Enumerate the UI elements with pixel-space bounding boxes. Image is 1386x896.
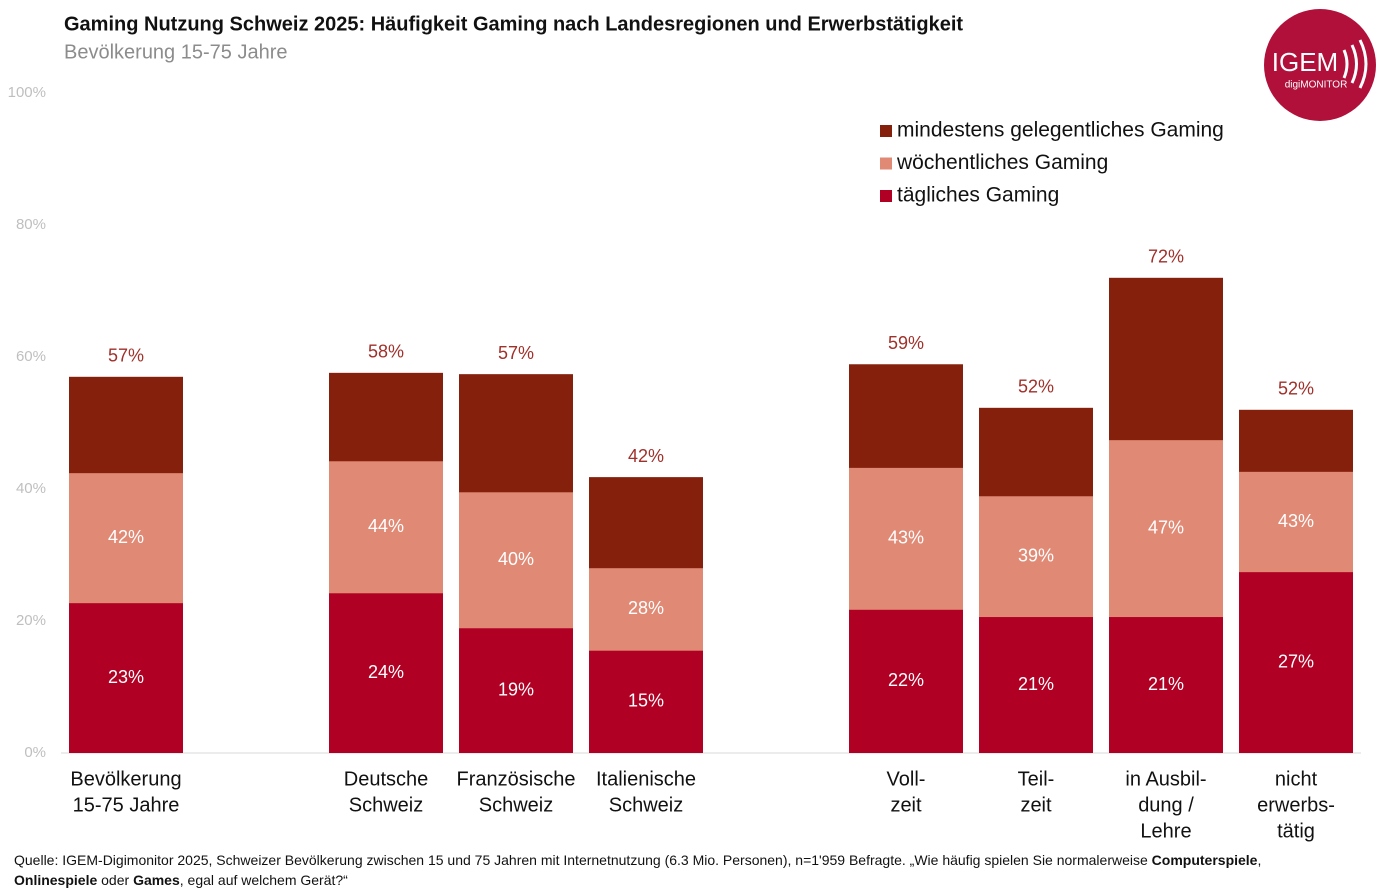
bar xyxy=(849,609,963,753)
value-label: 47% xyxy=(1148,517,1184,537)
x-tick-label: dung / xyxy=(1138,794,1194,816)
x-tick-label: 15-75 Jahre xyxy=(73,794,180,816)
bar xyxy=(69,603,183,753)
legend-swatch xyxy=(880,125,892,137)
y-tick-label: 100% xyxy=(8,84,46,101)
x-tick-label: in Ausbil- xyxy=(1125,768,1206,790)
value-label: 59% xyxy=(888,333,924,353)
source-note: Quelle: IGEM-Digimonitor 2025, Schweizer… xyxy=(14,850,1379,890)
source-text: , xyxy=(1257,852,1262,868)
x-tick-label: zeit xyxy=(890,794,922,816)
y-tick-label: 40% xyxy=(16,480,46,497)
source-line: Quelle: IGEM-Digimonitor 2025, Schweizer… xyxy=(14,850,1379,870)
bar xyxy=(459,628,573,753)
y-tick-label: 20% xyxy=(16,612,46,629)
value-label: 28% xyxy=(628,598,664,618)
logo-subname: digiMONITOR xyxy=(1285,80,1348,91)
x-tick-label: erwerbs- xyxy=(1257,794,1335,816)
x-tick-label: Deutsche xyxy=(344,768,429,790)
value-label: 42% xyxy=(108,527,144,547)
logo-circle xyxy=(1264,9,1376,121)
x-tick-label: Schweiz xyxy=(349,794,423,816)
x-tick-label: Teil- xyxy=(1018,768,1055,790)
legend-label: mindestens gelegentliches Gaming xyxy=(897,119,1224,142)
value-label: 21% xyxy=(1018,674,1054,694)
logo-waves xyxy=(1342,39,1368,89)
x-tick-label: nicht xyxy=(1275,768,1318,790)
value-label: 72% xyxy=(1148,247,1184,267)
value-label: 52% xyxy=(1018,377,1054,397)
bar xyxy=(979,617,1093,753)
value-label: 23% xyxy=(108,667,144,687)
source-text: Games xyxy=(133,872,180,888)
value-label: 57% xyxy=(108,346,144,366)
x-tick-label: Bevölkerung xyxy=(70,768,181,790)
value-label: 21% xyxy=(1148,674,1184,694)
value-label: 24% xyxy=(368,662,404,682)
x-tick-label: Italienische xyxy=(596,768,696,790)
legend-swatch xyxy=(880,157,892,170)
y-tick-label: 80% xyxy=(16,216,46,233)
value-label: 27% xyxy=(1278,651,1314,671)
x-tick-label: tätig xyxy=(1277,820,1315,842)
x-tick-label: Lehre xyxy=(1140,820,1191,842)
chart-title: Gaming Nutzung Schweiz 2025: Häufigkeit … xyxy=(64,13,963,35)
source-text: , egal auf welchem Gerät?“ xyxy=(179,872,348,888)
value-label: 19% xyxy=(498,679,534,699)
x-tick-label: Voll- xyxy=(887,768,926,790)
value-label: 39% xyxy=(1018,545,1054,565)
bar xyxy=(1239,572,1353,753)
legend-label: tägliches Gaming xyxy=(897,184,1059,207)
source-text: Quelle: IGEM-Digimonitor 2025, Schweizer… xyxy=(14,852,1152,868)
value-label: 22% xyxy=(888,670,924,690)
value-label: 42% xyxy=(628,446,664,466)
y-tick-label: 0% xyxy=(24,744,46,761)
y-tick-label: 60% xyxy=(16,348,46,365)
source-text: Computerspiele xyxy=(1151,852,1258,868)
x-tick-label: zeit xyxy=(1020,794,1052,816)
value-label: 57% xyxy=(498,343,534,363)
value-label: 15% xyxy=(628,691,664,711)
value-label: 52% xyxy=(1278,379,1314,399)
legend-swatch xyxy=(880,190,892,202)
x-tick-label: Schweiz xyxy=(609,794,683,816)
value-label: 58% xyxy=(368,342,404,362)
x-tick-label: Französische xyxy=(457,768,576,790)
value-label: 43% xyxy=(888,528,924,548)
x-tick-label: Schweiz xyxy=(479,794,553,816)
source-line: Onlinespiele oder Games, egal auf welche… xyxy=(14,870,1379,890)
source-text: Onlinespiele xyxy=(14,872,98,888)
chart-subtitle: Bevölkerung 15-75 Jahre xyxy=(64,41,287,63)
value-label: 43% xyxy=(1278,511,1314,531)
value-label: 40% xyxy=(498,549,534,569)
bar xyxy=(329,593,443,753)
value-label: 44% xyxy=(368,516,404,536)
logo-name: IGEM xyxy=(1272,47,1338,77)
bar xyxy=(589,650,703,753)
legend-label: wöchentliches Gaming xyxy=(896,151,1108,174)
bar xyxy=(1109,617,1223,753)
logo: IGEM digiMONITOR xyxy=(1264,9,1376,121)
source-text: oder xyxy=(97,872,134,888)
